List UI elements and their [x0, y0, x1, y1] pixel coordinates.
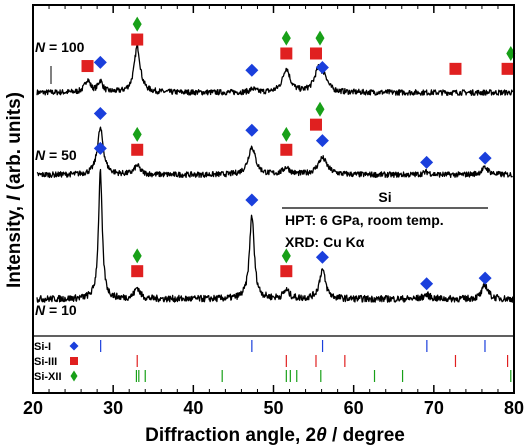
si-xii-diamond-marker	[281, 126, 291, 142]
si-i-diamond-marker	[315, 60, 329, 74]
si-i-diamond-marker	[478, 271, 492, 285]
reference-phase-label: Si-I	[34, 341, 51, 353]
si-xii-diamond-marker	[281, 248, 291, 264]
plot-layer: N = 100 N = 50 N = 10 Si-I Si-III Si-XII	[33, 16, 516, 383]
si-iii-square-marker	[280, 265, 293, 278]
si-iii-square-marker	[131, 143, 144, 156]
reference-row: Si-XII	[34, 370, 512, 383]
series-label: N = 100	[35, 39, 85, 55]
si-i-diamond-marker	[420, 277, 434, 291]
x-axis-label: Diffraction angle, 2θ / degree	[145, 425, 405, 446]
reference-legend-diamond	[69, 341, 79, 351]
x-tick-label: 40	[183, 398, 203, 418]
info-box-line-xrd: XRD: Cu Kα	[285, 234, 365, 250]
y-axis-label: Intensity, I (arb. units)	[4, 92, 25, 288]
si-i-diamond-marker	[245, 63, 259, 77]
si-i-diamond-marker	[245, 123, 259, 137]
si-iii-square-marker	[280, 47, 293, 60]
reference-row: Si-III	[34, 355, 509, 368]
info-box-title: Si	[378, 189, 391, 205]
pattern-line	[36, 168, 514, 303]
series-label: N = 10	[35, 302, 77, 318]
axis-layer: 20 30 40 50 60 70 80	[23, 4, 524, 418]
reference-phase-label: Si-III	[34, 356, 57, 368]
si-xii-diamond-marker	[132, 16, 142, 32]
si-i-diamond-marker	[315, 134, 329, 148]
pattern-series: N = 100	[35, 16, 516, 96]
x-tick-label: 20	[23, 398, 43, 418]
reference-legend-diamond	[70, 370, 78, 382]
si-iii-square-marker	[501, 62, 514, 75]
si-xii-diamond-marker	[132, 126, 142, 142]
si-xii-diamond-marker	[132, 248, 142, 264]
pattern-series: N = 50	[35, 101, 513, 179]
si-i-diamond-marker	[93, 141, 107, 155]
si-xii-diamond-marker	[315, 30, 325, 46]
pattern-line	[36, 126, 513, 179]
si-i-diamond-marker	[93, 55, 107, 69]
si-iii-square-marker	[131, 265, 144, 278]
si-iii-square-marker	[280, 143, 293, 156]
si-i-diamond-marker	[245, 193, 259, 207]
si-iii-square-marker	[449, 62, 462, 75]
reference-row: Si-I	[34, 340, 486, 353]
si-i-diamond-marker	[478, 151, 492, 165]
pattern-series: N = 10	[35, 141, 514, 318]
si-iii-square-marker	[131, 33, 144, 46]
si-i-diamond-marker	[315, 250, 329, 264]
x-tick-label: 30	[103, 398, 123, 418]
reference-legend-square	[70, 357, 78, 365]
si-i-diamond-marker	[93, 106, 107, 120]
reference-phase-label: Si-XII	[34, 371, 62, 383]
info-box-line-hpt: HPT: 6 GPa, room temp.	[285, 212, 444, 228]
pattern-line	[36, 43, 514, 96]
si-iii-square-marker	[309, 118, 322, 131]
series-label: N = 50	[35, 147, 77, 163]
si-i-diamond-marker	[420, 155, 434, 169]
x-tick-label: 50	[263, 398, 283, 418]
x-tick-label: 70	[424, 398, 444, 418]
si-xii-diamond-marker	[315, 101, 325, 117]
x-tick-label: 60	[344, 398, 364, 418]
info-box: Si HPT: 6 GPa, room temp. XRD: Cu Kα	[282, 189, 488, 250]
si-iii-square-marker	[81, 60, 94, 73]
x-tick-label: 80	[504, 398, 524, 418]
si-xii-diamond-marker	[281, 30, 291, 46]
si-iii-square-marker	[309, 47, 322, 60]
